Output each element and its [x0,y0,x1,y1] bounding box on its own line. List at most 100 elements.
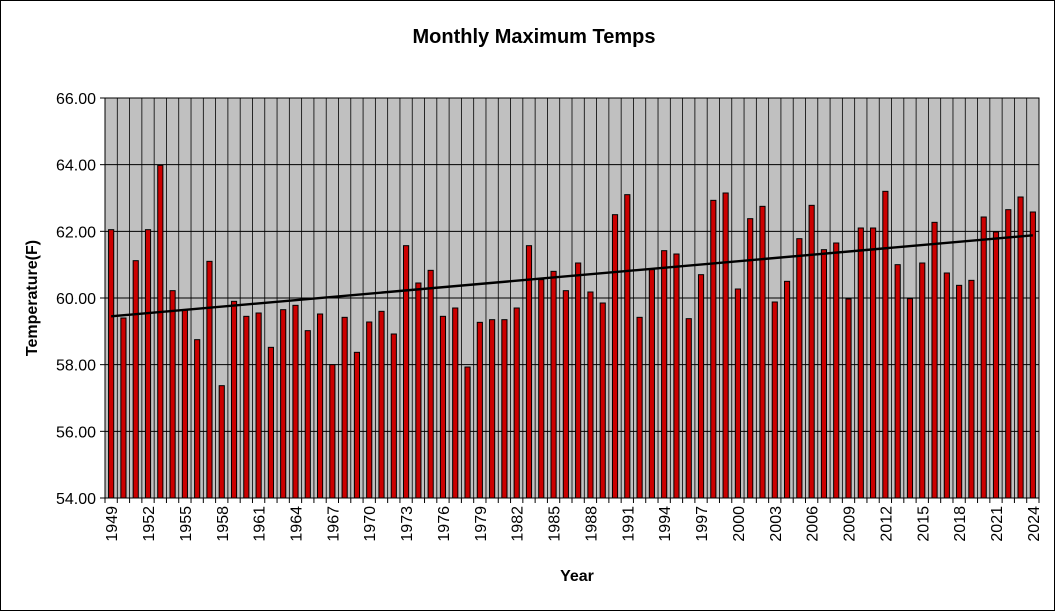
x-axis-title: Year [560,568,594,585]
y-axis: 54.00 56.00 58.00 60.00 62.00 64.00 66.00 [56,91,105,508]
x-tick-label: 1979 [473,506,490,542]
y-tick-label: 62.00 [56,224,96,241]
x-tick-label: 1952 [141,506,158,542]
x-tick-label: 1985 [547,506,564,542]
bar [808,204,815,499]
bar [120,317,127,499]
x-tick-label: 1970 [362,506,379,542]
y-tick-label: 54.00 [56,491,96,508]
bar [796,238,803,499]
bar [243,315,250,499]
x-tick-label: 1988 [583,506,600,542]
bar [403,245,410,499]
bar [722,192,729,499]
bar [636,316,643,499]
bar [919,262,926,499]
bar [353,351,361,499]
bar [194,339,201,499]
trendline-group [111,234,1033,318]
bar [980,216,987,499]
y-tick-label: 56.00 [56,424,96,441]
bar [1005,209,1012,499]
bar [513,307,520,499]
bar [759,205,766,499]
bar [218,385,225,499]
bar [550,270,557,499]
bar [943,272,950,499]
bar [329,364,336,499]
bar [734,288,741,499]
bar [415,282,422,499]
bar [833,242,840,499]
x-tick-label: 1949 [104,506,121,542]
bar [931,221,938,499]
y-tick-label: 58.00 [56,358,96,375]
bar [427,269,434,499]
bar [661,250,668,499]
bar [181,309,188,499]
bar [845,298,852,499]
bar [673,253,680,499]
bar [783,280,791,499]
x-tick-label: 1967 [325,506,342,542]
chart-title: Monthly Maximum Temps [413,26,656,48]
bar [587,291,594,499]
x-tick-label: 1961 [252,506,269,542]
bar [956,284,963,499]
bar [1017,196,1024,499]
bar [132,260,139,499]
bar [599,302,606,499]
bar [341,316,348,499]
bar [992,231,1000,499]
bar [366,321,373,499]
bar [476,321,483,499]
bar [771,301,778,499]
x-tick-label: 2015 [915,506,932,542]
bar [575,262,582,499]
x-tick-label: 2021 [989,506,1006,542]
x-tick-label: 2012 [878,506,895,542]
x-tick-label: 1955 [178,506,195,542]
bar [489,319,496,499]
bar [144,229,152,499]
bar [685,318,692,499]
y-axis-title: Temperature(F) [24,240,41,356]
x-tick-label: 2006 [805,506,822,542]
bar [870,227,877,499]
bar [464,366,471,499]
bar [230,300,238,499]
y-tick-label: 60.00 [56,291,96,308]
x-tick-label: 1964 [288,506,305,542]
x-tick-label: 2024 [1026,506,1043,542]
bar [169,290,176,499]
x-tick-label: 1991 [620,506,637,542]
bar [304,330,311,499]
x-tick-label: 2018 [952,506,969,542]
bar [501,319,508,499]
bar [157,164,164,499]
y-tick-label: 64.00 [56,158,96,175]
x-tick-label: 2000 [731,506,748,542]
bar [292,304,299,499]
bar [538,279,545,499]
x-tick-label: 1994 [657,506,674,542]
x-tick-label: 1976 [436,506,453,542]
bar [906,298,914,499]
bar [747,218,754,499]
bar [648,269,655,499]
bar [206,260,213,499]
bar [624,194,631,499]
bar [452,307,459,499]
bar [255,312,262,499]
x-tick-label: 1973 [399,506,416,542]
y-tick-label: 66.00 [56,91,96,108]
bar [280,309,287,499]
trendline [111,234,1033,318]
bar [390,333,397,499]
bar [316,313,324,499]
x-tick-label: 1958 [215,506,232,542]
bar [894,264,901,499]
x-tick-label: 1982 [510,506,527,542]
